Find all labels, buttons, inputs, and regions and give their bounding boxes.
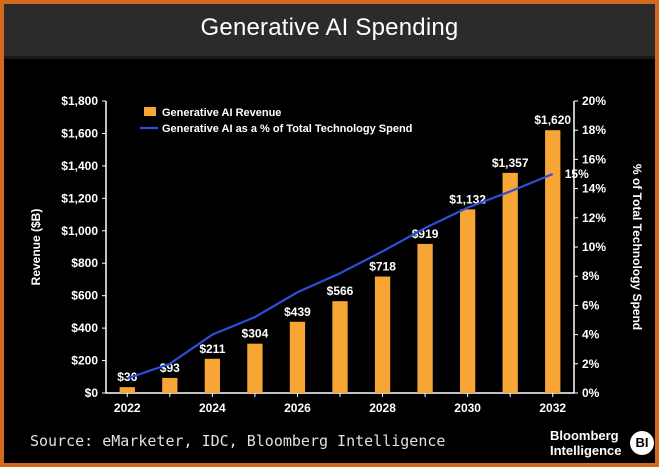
bar [417, 243, 433, 393]
y-axis-title: Revenue ($B) [29, 209, 43, 286]
y2-tick-label: 18% [582, 123, 606, 137]
bar [374, 276, 391, 393]
y2-tick-label: 12% [582, 211, 606, 225]
bar-data-label: $36 [117, 370, 137, 384]
y-tick-label: $600 [71, 289, 98, 303]
chart-title: Generative AI Spending [200, 14, 459, 41]
y-tick-label: $400 [71, 321, 98, 335]
bar [502, 172, 518, 393]
bar-data-label: $1,132 [449, 192, 486, 206]
legend-bar-label: Generative AI Revenue [162, 107, 281, 119]
bar-data-label: $1,620 [534, 113, 571, 127]
bar [332, 301, 348, 393]
y2-tick-label: 16% [582, 152, 606, 166]
x-tick-label: 2026 [284, 401, 311, 415]
x-tick-label: 2030 [454, 401, 481, 415]
title-band: Generative AI Spending [4, 4, 655, 59]
y-tick-label: $1,000 [61, 224, 98, 238]
x-tick-label: 2032 [539, 401, 566, 415]
bar [204, 358, 221, 393]
legend-bar-swatch [144, 107, 156, 116]
brand-logo: Bloomberg Intelligence BI [550, 428, 654, 462]
bar [545, 130, 561, 393]
brand-text: Bloomberg Intelligence [550, 428, 626, 458]
y-tick-label: $1,800 [61, 94, 98, 108]
bar [247, 343, 263, 393]
y2-tick-label: 2% [582, 357, 600, 371]
y-tick-label: $1,400 [61, 159, 98, 173]
bar-data-label: $566 [327, 284, 354, 298]
bar [459, 209, 476, 393]
legend-line-label: Generative AI as a % of Total Technology… [162, 123, 412, 135]
x-tick-label: 2028 [369, 401, 396, 415]
bar-data-label: $439 [284, 305, 311, 319]
y2-tick-label: 10% [582, 240, 606, 254]
x-tick-label: 2024 [199, 401, 226, 415]
y-tick-label: $1,200 [61, 191, 98, 205]
y-tick-label: $1,600 [61, 126, 98, 140]
x-tick-label: 2022 [114, 401, 141, 415]
bar-data-label: $718 [369, 260, 396, 274]
plot-panel: $0 $200 $400 $600 $800 $1,000 $1,200 $1,400 $1,6… [20, 68, 647, 420]
bar [289, 321, 306, 393]
y-tick-label: $800 [71, 256, 98, 270]
y2-tick-label: 0% [582, 386, 600, 400]
y2-tick-label: 14% [582, 182, 606, 196]
y-tick-label: $0 [85, 386, 99, 400]
bar-data-label: $1,357 [492, 156, 529, 170]
brand-line-2: Intelligence [550, 443, 622, 458]
brand-line-1: Bloomberg [550, 428, 619, 443]
source-note: Source: eMarketer, IDC, Bloomberg Intell… [30, 432, 446, 450]
y2-tick-label: 8% [582, 269, 600, 283]
bar [119, 387, 135, 393]
bar-data-label: $211 [199, 342, 225, 356]
y2-tick-label: 4% [582, 328, 600, 342]
chart-svg: $0 $200 $400 $600 $800 $1,000 $1,200 $1,400 $1,6… [29, 94, 644, 415]
line-series-pct [126, 172, 554, 380]
chart-frame: Generative AI Spending $0 $200 $400 $600 $80… [4, 4, 655, 463]
y-tick-label: $200 [71, 354, 98, 368]
bar [162, 377, 178, 393]
bar-data-label: $304 [242, 327, 269, 341]
brand-badge-icon: BI [630, 431, 654, 455]
line-end-label: 15% [565, 167, 589, 181]
y2-tick-label: 20% [582, 94, 606, 108]
y2-tick-label: 6% [582, 298, 600, 312]
y2-axis-title: % of Total Technology Spend [630, 164, 644, 330]
